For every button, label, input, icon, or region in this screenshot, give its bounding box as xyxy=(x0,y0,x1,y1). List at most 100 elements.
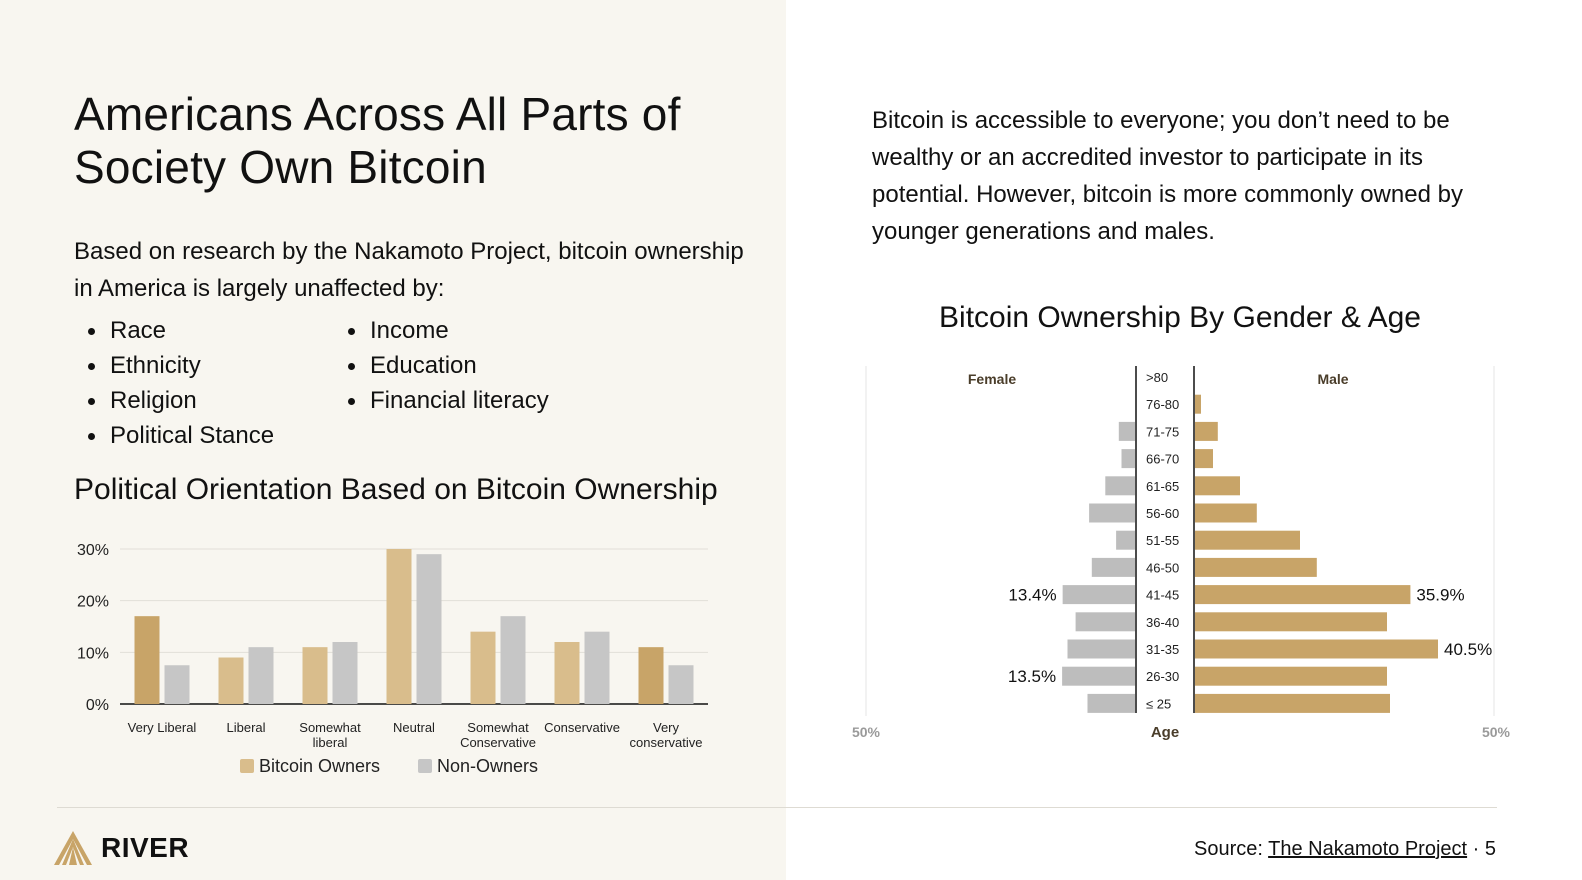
x-tick-label: Somewhat xyxy=(299,720,361,735)
factor-list-1: Race Ethnicity Religion Political Stance xyxy=(74,313,274,453)
right-panel xyxy=(786,0,1582,880)
factor-item: Financial literacy xyxy=(334,383,549,418)
owners-bar xyxy=(302,647,328,704)
female-bar xyxy=(1118,421,1135,441)
left-panel xyxy=(0,0,786,880)
factor-list-2: Income Education Financial literacy xyxy=(334,313,549,418)
factor-item: Political Stance xyxy=(74,418,274,453)
legend-swatch-owners xyxy=(240,759,254,773)
male-label: Male xyxy=(1317,371,1348,387)
age-tick-label: >80 xyxy=(1146,370,1168,385)
x-tick-label: Conservative xyxy=(544,720,620,735)
factor-item: Income xyxy=(334,313,549,348)
slide-title: Americans Across All Parts of Society Ow… xyxy=(74,88,681,193)
x-tick-label: Very Liberal xyxy=(128,720,197,735)
factor-item: Religion xyxy=(74,383,274,418)
source-prefix: Source: xyxy=(1193,838,1269,860)
axis-max-label: 50% xyxy=(1482,724,1511,740)
accessibility-text: Bitcoin is accessible to everyone; you d… xyxy=(872,107,1463,245)
owners-bar xyxy=(134,616,160,704)
female-bar xyxy=(1062,585,1135,605)
female-bar xyxy=(1121,449,1135,469)
owners-bar xyxy=(638,647,664,704)
political-chart-title: Political Orientation Based on Bitcoin O… xyxy=(74,473,718,506)
non-owners-bar xyxy=(248,647,274,704)
axis-min-label: 50% xyxy=(852,724,881,740)
river-mountain-icon xyxy=(54,831,92,865)
female-bar xyxy=(1062,666,1135,686)
age-tick-label: 36-40 xyxy=(1146,615,1179,630)
age-axis-label: Age xyxy=(1151,724,1179,741)
age-tick-label: 56-60 xyxy=(1146,506,1179,521)
x-tick-label: Very xyxy=(653,720,680,735)
y-tick-label: 30% xyxy=(77,542,109,559)
female-bar xyxy=(1089,503,1135,523)
female-bar xyxy=(1091,557,1135,577)
male-value-label: 35.9% xyxy=(1416,586,1464,605)
legend-swatch-non-owners xyxy=(418,759,432,773)
x-tick-label: conservative xyxy=(630,735,703,750)
factor-item: Education xyxy=(334,348,549,383)
male-bar xyxy=(1195,449,1213,469)
source-line: Source: The Nakamoto Project · 5 xyxy=(1194,836,1496,862)
age-tick-label: 66-70 xyxy=(1146,452,1179,467)
x-tick-label: Liberal xyxy=(226,720,265,735)
female-value-label: 13.5% xyxy=(1008,667,1056,686)
source-link[interactable]: The Nakamoto Project xyxy=(1268,838,1468,860)
x-tick-label: liberal xyxy=(313,735,348,750)
factor-item: Race xyxy=(74,313,274,348)
age-tick-label: 41-45 xyxy=(1146,588,1179,603)
y-tick-label: 0% xyxy=(86,697,109,714)
river-logo: RIVER xyxy=(53,830,189,866)
male-bar xyxy=(1195,503,1257,523)
x-tick-label: Neutral xyxy=(393,720,435,735)
page-number: · 5 xyxy=(1467,838,1496,860)
age-tick-label: 31-35 xyxy=(1146,642,1179,657)
male-bar xyxy=(1195,394,1201,414)
y-tick-label: 10% xyxy=(77,645,109,662)
age-tick-label: 61-65 xyxy=(1146,479,1179,494)
y-tick-label: 20% xyxy=(77,594,109,611)
female-value-label: 13.4% xyxy=(1008,586,1056,605)
female-bar xyxy=(1105,476,1135,496)
political-orientation-chart: 0%10%20%30%Very Liberal Liberal Somewhatli… xyxy=(77,542,708,776)
non-owners-bar xyxy=(332,642,358,704)
age-tick-label: 71-75 xyxy=(1146,424,1179,439)
owners-bar xyxy=(554,642,580,704)
x-tick-label: Somewhat xyxy=(467,720,529,735)
age-tick-label: 46-50 xyxy=(1146,560,1179,575)
owners-bar xyxy=(386,549,412,704)
age-tick-label: 76-80 xyxy=(1146,397,1179,412)
age-tick-label: 26-30 xyxy=(1146,669,1179,684)
non-owners-bar xyxy=(584,631,610,704)
female-bar xyxy=(1075,612,1135,632)
non-owners-bar xyxy=(500,616,526,704)
intro-text: Based on research by the Nakamoto Projec… xyxy=(74,238,744,302)
male-bar xyxy=(1195,612,1387,632)
female-label: Female xyxy=(968,371,1016,387)
non-owners-bar xyxy=(416,554,442,704)
male-bar xyxy=(1195,476,1240,496)
male-value-label: 40.5% xyxy=(1444,640,1492,659)
legend-label-non-owners: Non-Owners xyxy=(437,756,538,776)
male-bar xyxy=(1195,530,1300,550)
factor-item: Ethnicity xyxy=(74,348,274,383)
male-bar xyxy=(1195,666,1387,686)
male-bar xyxy=(1195,421,1218,441)
non-owners-bar xyxy=(668,665,694,704)
non-owners-bar xyxy=(164,665,190,704)
legend-label-owners: Bitcoin Owners xyxy=(259,756,380,776)
age-tick-label: 51-55 xyxy=(1146,533,1179,548)
footer-divider xyxy=(57,807,1497,808)
logo-text: RIVER xyxy=(101,832,190,863)
owners-bar xyxy=(470,631,496,704)
male-bar xyxy=(1195,585,1411,605)
male-bar xyxy=(1195,693,1390,713)
x-tick-label: Conservative xyxy=(460,735,536,750)
female-bar xyxy=(1116,530,1135,550)
owners-bar xyxy=(218,657,244,704)
pyramid-chart-title: Bitcoin Ownership By Gender & Age xyxy=(939,301,1421,334)
male-bar xyxy=(1195,639,1438,659)
male-bar xyxy=(1195,557,1317,577)
female-bar xyxy=(1087,693,1135,713)
